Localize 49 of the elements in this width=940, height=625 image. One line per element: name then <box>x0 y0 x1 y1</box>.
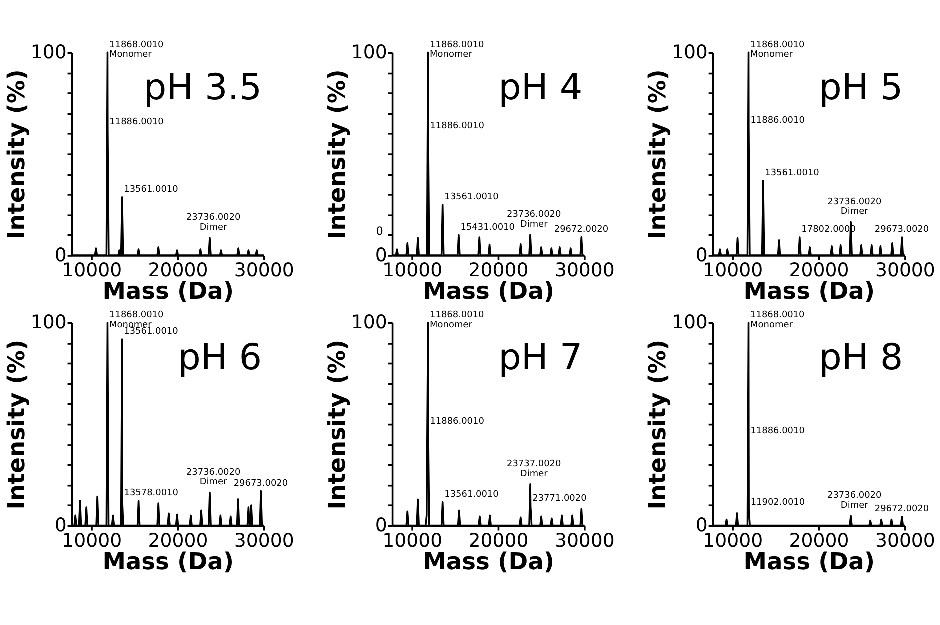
annotation: 13561.0010 <box>765 168 820 179</box>
chart-title: pH 4 <box>498 67 583 108</box>
y-tick-label: 100 <box>30 42 67 64</box>
y-axis-title: Intensity (%) <box>323 70 352 240</box>
y-tick-label: 100 <box>351 312 388 334</box>
y-tick-label: 100 <box>672 312 708 334</box>
y-tick-label: 100 <box>672 42 708 64</box>
x-tick-label: 30000 <box>554 260 615 282</box>
annotation: 11886.0010 <box>110 117 164 128</box>
annotation: 11868.0010 Monomer <box>750 310 806 330</box>
y-axis-title: Intensity (%) <box>2 70 31 240</box>
chart-title: pH 6 <box>178 338 262 379</box>
x-tick-label: 30000 <box>554 530 615 552</box>
annotation: 13561.0010 <box>444 192 500 202</box>
x-tick-label: 30000 <box>875 260 936 282</box>
annotation: 13561.0010 <box>124 184 179 195</box>
annotation: 11886.0010 <box>430 416 485 427</box>
chart-title: pH 3.5 <box>144 67 262 108</box>
annotation: 29672.0020 <box>874 504 930 514</box>
annotation: 11868.0010 Monomer <box>750 40 806 60</box>
chart-title: pH 8 <box>819 338 904 379</box>
annotation: 29673.0020 <box>874 225 930 236</box>
x-tick-label: 30000 <box>875 530 936 552</box>
annotation: 11902.0010 <box>750 498 806 508</box>
annotation: 15431.0010 <box>460 222 516 233</box>
annotation: 11886.0010 <box>750 426 806 436</box>
annotation: 11886.0010 <box>430 121 485 132</box>
chart-title: pH 7 <box>498 338 583 379</box>
annotation: 23737.0020 Dimer <box>506 459 562 480</box>
annotation: 11868.0010 Monomer <box>430 310 485 330</box>
annotation: 29673.0020 <box>234 478 288 489</box>
x-tick-label: 30000 <box>234 530 294 552</box>
annotation: 23736.0020 Dimer <box>186 213 241 234</box>
x-tick-label: 30000 <box>234 260 294 282</box>
annotation: 11886.0010 <box>750 116 806 126</box>
chart-title: pH 5 <box>819 67 904 108</box>
annotation: 13578.0010 <box>124 488 179 499</box>
annotation: 23771.0020 <box>532 494 588 504</box>
y-axis-title: Intensity (%) <box>644 70 672 240</box>
y-axis-title: Intensity (%) <box>644 340 672 510</box>
annotation: 29672.0020 <box>554 224 609 235</box>
y-axis-title: Intensity (%) <box>2 340 31 510</box>
annotation: 13561.0010 <box>444 490 500 500</box>
y-tick-label: 100 <box>351 42 388 64</box>
y-axis-title: Intensity (%) <box>323 340 352 510</box>
y-tick-label: 100 <box>30 312 67 334</box>
annotation: 11868.0010 Monomer <box>110 40 164 60</box>
annotation: 23736.0020 Dimer <box>828 197 882 218</box>
annotation: 11868.0010 Monomer <box>430 40 485 60</box>
